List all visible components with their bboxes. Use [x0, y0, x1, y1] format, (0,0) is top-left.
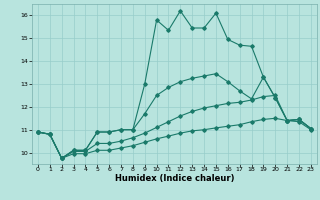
X-axis label: Humidex (Indice chaleur): Humidex (Indice chaleur) — [115, 174, 234, 183]
